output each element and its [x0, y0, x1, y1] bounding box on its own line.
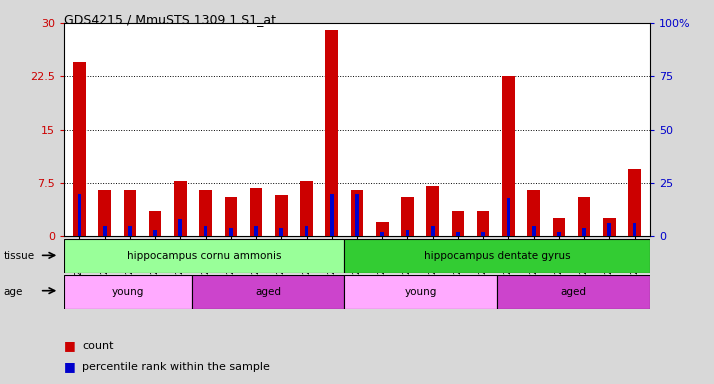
Bar	[497, 275, 650, 309]
Text: age: age	[4, 287, 23, 297]
Bar	[344, 275, 497, 309]
Text: aged: aged	[255, 287, 281, 297]
Bar	[99, 190, 111, 236]
Bar	[326, 30, 338, 236]
Bar	[603, 218, 615, 236]
Bar	[506, 198, 511, 236]
Bar	[78, 194, 81, 236]
Bar	[305, 225, 308, 236]
Text: aged: aged	[560, 287, 586, 297]
Bar	[381, 232, 384, 236]
Bar	[431, 225, 435, 236]
Text: tissue: tissue	[4, 251, 35, 261]
Bar	[608, 223, 611, 236]
Bar	[330, 194, 333, 236]
Text: hippocampus dentate gyrus: hippocampus dentate gyrus	[423, 251, 570, 261]
Bar	[229, 228, 233, 236]
Bar	[154, 230, 157, 236]
Bar	[633, 223, 636, 236]
Bar	[582, 228, 586, 236]
Bar	[199, 190, 212, 236]
Bar	[128, 225, 132, 236]
Bar	[344, 239, 650, 273]
Bar	[532, 225, 536, 236]
Text: count: count	[82, 341, 114, 351]
Bar	[275, 195, 288, 236]
Bar	[502, 76, 515, 236]
Bar	[300, 181, 313, 236]
Text: ■: ■	[64, 360, 76, 373]
Text: percentile rank within the sample: percentile rank within the sample	[82, 362, 270, 372]
Bar	[452, 211, 464, 236]
Bar	[254, 225, 258, 236]
Bar	[351, 190, 363, 236]
Bar	[528, 190, 540, 236]
Bar	[376, 222, 388, 236]
Bar	[578, 197, 590, 236]
Bar	[178, 219, 182, 236]
Bar	[124, 190, 136, 236]
Bar	[174, 181, 186, 236]
Bar	[553, 218, 565, 236]
Text: ■: ■	[64, 339, 76, 352]
Text: GDS4215 / MmuSTS.1309.1.S1_at: GDS4215 / MmuSTS.1309.1.S1_at	[64, 13, 276, 26]
Bar	[279, 228, 283, 236]
Bar	[73, 62, 86, 236]
Bar	[406, 230, 409, 236]
Bar	[456, 232, 460, 236]
Text: young: young	[111, 287, 144, 297]
Bar	[481, 232, 485, 236]
Bar	[401, 197, 414, 236]
Bar	[103, 225, 106, 236]
Bar	[224, 197, 237, 236]
Text: hippocampus cornu ammonis: hippocampus cornu ammonis	[127, 251, 281, 261]
Bar	[250, 188, 262, 236]
Bar	[203, 225, 208, 236]
Bar	[557, 232, 560, 236]
Bar	[64, 239, 344, 273]
Bar	[191, 275, 344, 309]
Bar	[64, 275, 191, 309]
Bar	[355, 194, 359, 236]
Bar	[426, 187, 439, 236]
Bar	[628, 169, 641, 236]
Bar	[477, 211, 490, 236]
Bar	[149, 211, 161, 236]
Text: young: young	[404, 287, 437, 297]
